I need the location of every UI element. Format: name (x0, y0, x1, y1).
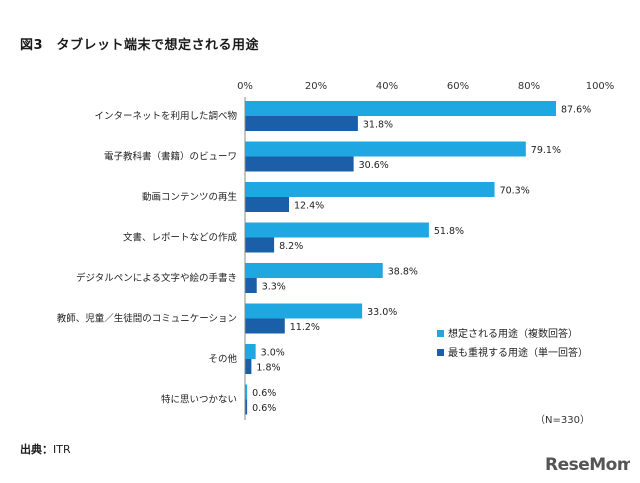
resemom-logo: ReseMom (545, 455, 630, 475)
x-tick-label: 20% (305, 81, 327, 92)
bar-single-answer (245, 399, 248, 415)
source-value: ITR (53, 443, 71, 456)
x-tick-label: 60% (447, 81, 469, 92)
category-label: その他 (208, 353, 237, 365)
value-label: 0.6% (252, 388, 276, 399)
legend-swatch (437, 330, 444, 337)
value-label: 12.4% (294, 201, 324, 212)
bar-multiple-answer (245, 182, 495, 197)
value-label: 51.8% (434, 226, 464, 237)
category-label: デジタルペンによる文字や絵の手書き (76, 272, 237, 284)
bar-multiple-answer (245, 344, 256, 359)
category-label: インターネットを利用した調べ物 (94, 110, 237, 122)
bar-single-answer (245, 359, 252, 374)
value-labels: 87.6% 31.8% 79.1% 30.6% 70.3% 12.4% 51.8% 8.2% 3… (252, 105, 591, 415)
x-tick-label: 100% (586, 81, 615, 92)
value-label: 79.1% (531, 145, 561, 156)
value-label: 31.8% (363, 120, 393, 131)
bar-multiple-answer (245, 101, 556, 116)
x-tick-label: 80% (518, 81, 540, 92)
value-label: 33.0% (367, 307, 397, 318)
category-label: 電子教科書（書籍）のビューワ (104, 151, 237, 163)
value-label: 3.3% (262, 282, 286, 293)
x-tick-label: 0% (237, 81, 253, 92)
value-label: 70.3% (500, 186, 530, 197)
value-label: 0.6% (252, 403, 276, 414)
bar-single-answer (245, 318, 285, 334)
source-label: 出典： (20, 443, 53, 456)
bar-single-answer (245, 197, 290, 212)
category-label: 動画コンテンツの再生 (142, 191, 238, 203)
bar-multiple-answer (245, 384, 248, 400)
value-label: 30.6% (359, 160, 389, 171)
bar-multiple-answer (245, 141, 526, 157)
category-label: 文書、レポートなどの作成 (123, 232, 238, 244)
value-label: 8.2% (279, 241, 303, 252)
bar-single-answer (245, 278, 257, 293)
legend: 想定される用途（複数回答） 最も重視する用途（単一回答） (437, 327, 588, 359)
value-label: 87.6% (561, 105, 591, 116)
category-label: 教師、児童／生徒間のコミュニケーション (57, 313, 237, 325)
category-label: 特に思いつかない (161, 394, 237, 406)
value-label: 3.0% (261, 348, 285, 359)
category-labels: インターネットを利用した調べ物電子教科書（書籍）のビューワ動画コンテンツの再生文… (57, 110, 238, 406)
bar-multiple-answer (245, 303, 363, 319)
bar-single-answer (245, 156, 354, 172)
sample-size-note: （N=330） (535, 414, 590, 426)
chart-title: 図3 タブレット端末で想定される用途 (20, 38, 260, 53)
bars (245, 101, 556, 415)
bar-single-answer (245, 116, 358, 131)
bar-single-answer (245, 237, 275, 253)
value-label: 11.2% (290, 322, 320, 333)
legend-label: 最も重視する用途（単一回答） (448, 346, 588, 359)
source-note: 出典：ITR (20, 441, 71, 457)
svg-text:ReseMom: ReseMom (545, 455, 630, 475)
bar-multiple-answer (245, 222, 429, 238)
legend-swatch (437, 349, 444, 356)
bar-multiple-answer (245, 263, 383, 278)
value-label: 38.8% (388, 267, 418, 278)
bar-chart: 0% 20% 40% 60% 80% 100% インターネットを利用した調べ物電子教科書（… (57, 81, 615, 426)
x-axis-ticks: 0% 20% 40% 60% 80% 100% (237, 81, 614, 92)
x-tick-label: 40% (376, 81, 398, 92)
value-label: 1.8% (256, 363, 280, 374)
legend-label: 想定される用途（複数回答） (448, 327, 578, 340)
